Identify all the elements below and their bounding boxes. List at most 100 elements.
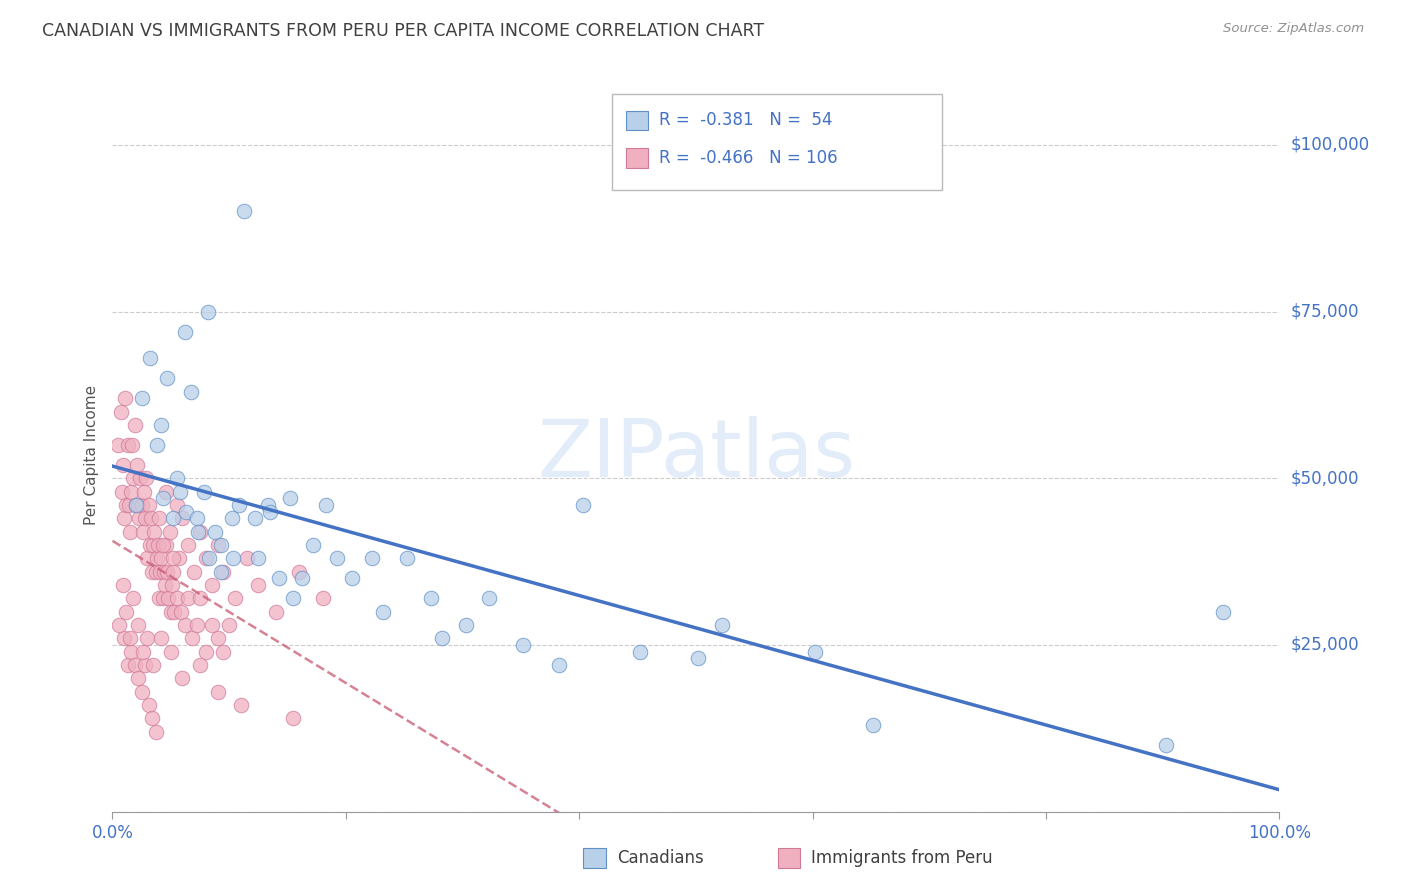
Point bbox=[125, 458, 148, 472]
Point bbox=[430, 632, 453, 646]
Point bbox=[180, 384, 202, 399]
Point bbox=[233, 204, 256, 219]
Point bbox=[201, 618, 224, 632]
Point bbox=[395, 551, 418, 566]
Point bbox=[188, 524, 211, 539]
Point bbox=[160, 605, 183, 619]
Point bbox=[127, 498, 149, 512]
Point bbox=[146, 538, 169, 552]
Text: Source: ZipAtlas.com: Source: ZipAtlas.com bbox=[1223, 22, 1364, 36]
Point bbox=[173, 618, 195, 632]
Point bbox=[111, 458, 134, 472]
Point bbox=[162, 565, 184, 579]
Point bbox=[125, 498, 148, 512]
Point bbox=[145, 724, 167, 739]
Point bbox=[145, 565, 167, 579]
Point bbox=[212, 565, 235, 579]
Point bbox=[167, 551, 190, 566]
Point bbox=[108, 618, 131, 632]
Point bbox=[117, 438, 139, 452]
Point bbox=[224, 591, 246, 606]
Point bbox=[862, 718, 884, 732]
Point bbox=[160, 645, 183, 659]
Point bbox=[131, 498, 153, 512]
Point bbox=[159, 524, 181, 539]
Point bbox=[188, 658, 211, 673]
Point bbox=[148, 511, 170, 525]
Point bbox=[120, 645, 142, 659]
Point bbox=[198, 551, 221, 566]
Point bbox=[153, 565, 176, 579]
Point bbox=[218, 618, 240, 632]
Point bbox=[150, 417, 173, 432]
Point bbox=[804, 645, 827, 659]
Point bbox=[256, 498, 278, 512]
Point bbox=[148, 591, 170, 606]
Point bbox=[228, 498, 250, 512]
Point bbox=[710, 618, 733, 632]
Point bbox=[115, 605, 138, 619]
Point bbox=[115, 498, 138, 512]
Point bbox=[571, 498, 593, 512]
Point bbox=[420, 591, 443, 606]
Text: Canadians: Canadians bbox=[617, 849, 704, 867]
Point bbox=[1212, 605, 1234, 619]
Point bbox=[269, 571, 291, 585]
Point bbox=[259, 505, 281, 519]
Point bbox=[117, 658, 139, 673]
Text: $25,000: $25,000 bbox=[1291, 636, 1360, 654]
Point bbox=[160, 578, 183, 592]
Point bbox=[129, 471, 152, 485]
Point bbox=[177, 591, 200, 606]
Point bbox=[247, 551, 270, 566]
Point bbox=[207, 684, 229, 698]
Point bbox=[628, 645, 651, 659]
Point bbox=[118, 524, 141, 539]
Point bbox=[283, 711, 305, 725]
Point bbox=[131, 391, 153, 405]
Text: $75,000: $75,000 bbox=[1291, 302, 1360, 320]
Point bbox=[139, 511, 162, 525]
Point bbox=[149, 565, 172, 579]
Point bbox=[283, 591, 305, 606]
Point bbox=[169, 484, 191, 499]
Point bbox=[193, 484, 215, 499]
Text: R =  -0.466   N = 106: R = -0.466 N = 106 bbox=[659, 149, 838, 167]
Text: R =  -0.381   N =  54: R = -0.381 N = 54 bbox=[659, 112, 832, 129]
Point bbox=[132, 484, 155, 499]
Point bbox=[186, 618, 208, 632]
Point bbox=[111, 484, 134, 499]
Point bbox=[150, 551, 173, 566]
Point bbox=[229, 698, 252, 712]
Point bbox=[112, 511, 135, 525]
Point bbox=[212, 645, 235, 659]
Point bbox=[152, 591, 174, 606]
Point bbox=[138, 698, 160, 712]
Point bbox=[153, 578, 176, 592]
Point bbox=[340, 571, 363, 585]
Point bbox=[688, 651, 710, 665]
Point bbox=[124, 658, 146, 673]
Point bbox=[264, 605, 287, 619]
Point bbox=[143, 524, 166, 539]
Point bbox=[142, 538, 165, 552]
Point bbox=[373, 605, 395, 619]
Point bbox=[136, 551, 159, 566]
Point bbox=[162, 511, 184, 525]
Point bbox=[124, 417, 146, 432]
Point bbox=[157, 591, 180, 606]
Point bbox=[156, 371, 179, 385]
Point bbox=[235, 551, 257, 566]
Point bbox=[132, 645, 155, 659]
Point bbox=[247, 578, 270, 592]
Point bbox=[125, 498, 148, 512]
Point bbox=[134, 658, 156, 673]
Point bbox=[111, 578, 134, 592]
Point bbox=[121, 438, 143, 452]
Point bbox=[209, 538, 232, 552]
Point bbox=[204, 524, 226, 539]
Point bbox=[142, 658, 165, 673]
Point bbox=[186, 511, 208, 525]
Point bbox=[150, 632, 173, 646]
Point bbox=[172, 511, 194, 525]
